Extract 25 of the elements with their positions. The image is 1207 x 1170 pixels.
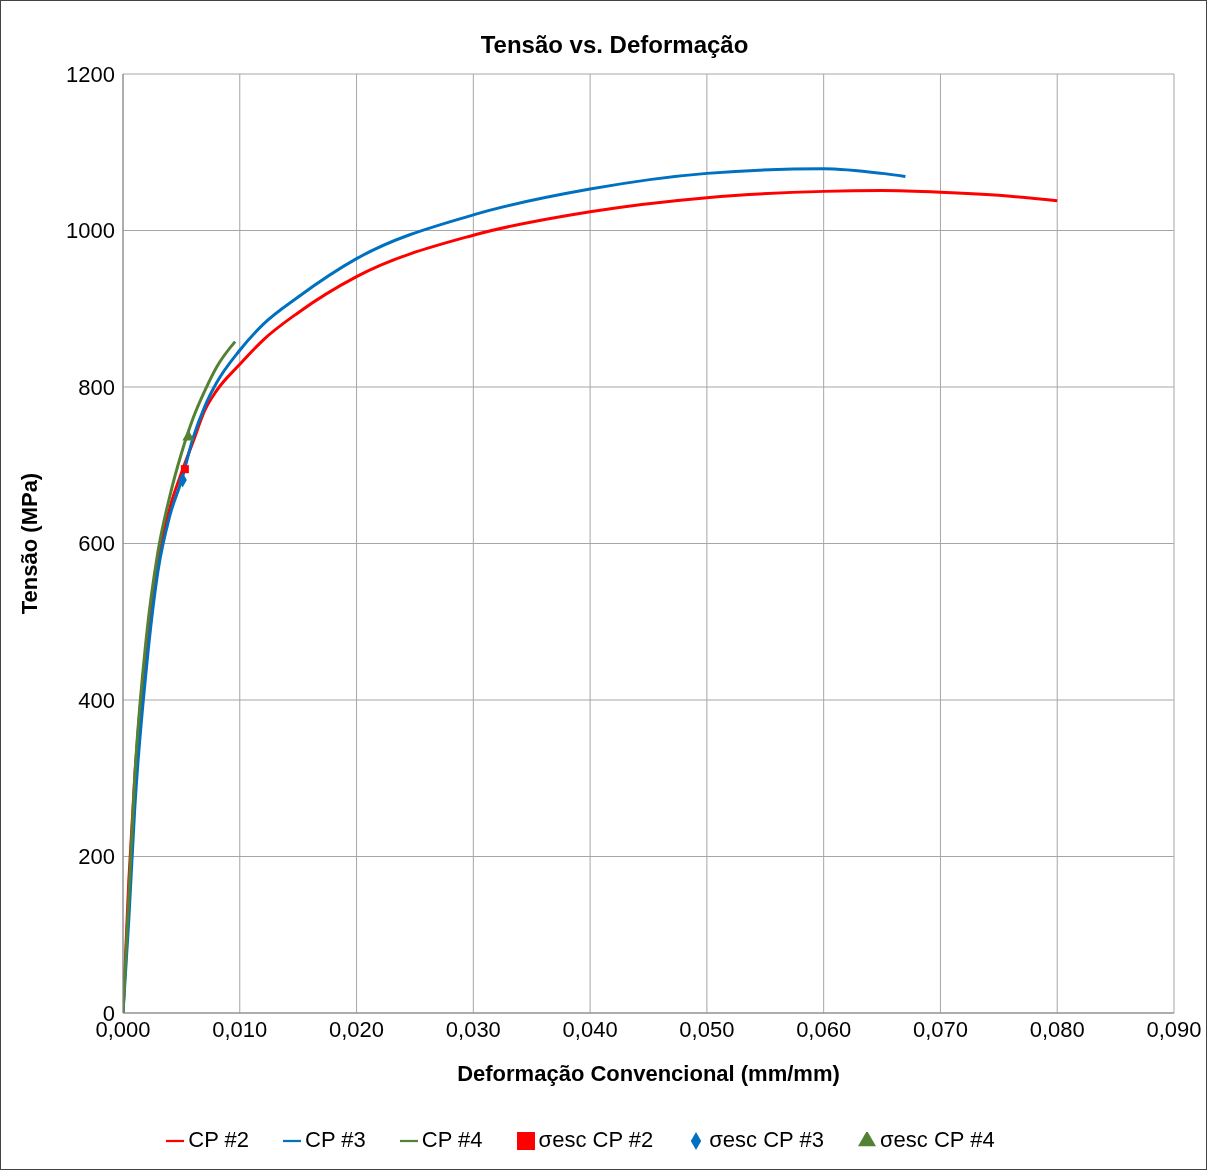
legend-label: CP #2 bbox=[188, 1127, 250, 1152]
legend-label: CP #4 bbox=[421, 1127, 483, 1152]
x-tick-label: 0,050 bbox=[679, 1016, 735, 1042]
legend-label: σesc CP #2 bbox=[538, 1127, 654, 1152]
x-axis-title: Deformação Convencional (mm/mm) bbox=[457, 1061, 840, 1086]
x-tick-label: 0,080 bbox=[1029, 1016, 1085, 1042]
x-tick-label: 0,040 bbox=[562, 1016, 618, 1042]
x-tick-label: 0,010 bbox=[212, 1016, 268, 1042]
y-tick-label: 400 bbox=[78, 687, 115, 713]
y-tick-label: 200 bbox=[78, 844, 115, 870]
y-tick-label: 600 bbox=[78, 531, 115, 557]
y-axis-title: Tensão (MPa) bbox=[16, 472, 42, 615]
x-tick-label: 0,070 bbox=[912, 1016, 968, 1042]
legend-label: CP #3 bbox=[305, 1127, 366, 1152]
chart-title: Tensão vs. Deformação bbox=[479, 31, 750, 59]
legend-label: σesc CP #3 bbox=[709, 1127, 824, 1152]
y-tick-label: 800 bbox=[78, 374, 115, 400]
y-tick-label: 1200 bbox=[66, 61, 115, 87]
x-tick-label: 0,030 bbox=[445, 1016, 501, 1042]
x-tick-label: 0,060 bbox=[796, 1016, 852, 1042]
legend-label: σesc CP #4 bbox=[879, 1127, 995, 1152]
line-series bbox=[123, 340, 237, 1013]
x-tick-label: 0,020 bbox=[329, 1016, 385, 1042]
y-tick-label: 1000 bbox=[66, 218, 115, 244]
x-tick-label: 0,090 bbox=[1146, 1016, 1202, 1042]
